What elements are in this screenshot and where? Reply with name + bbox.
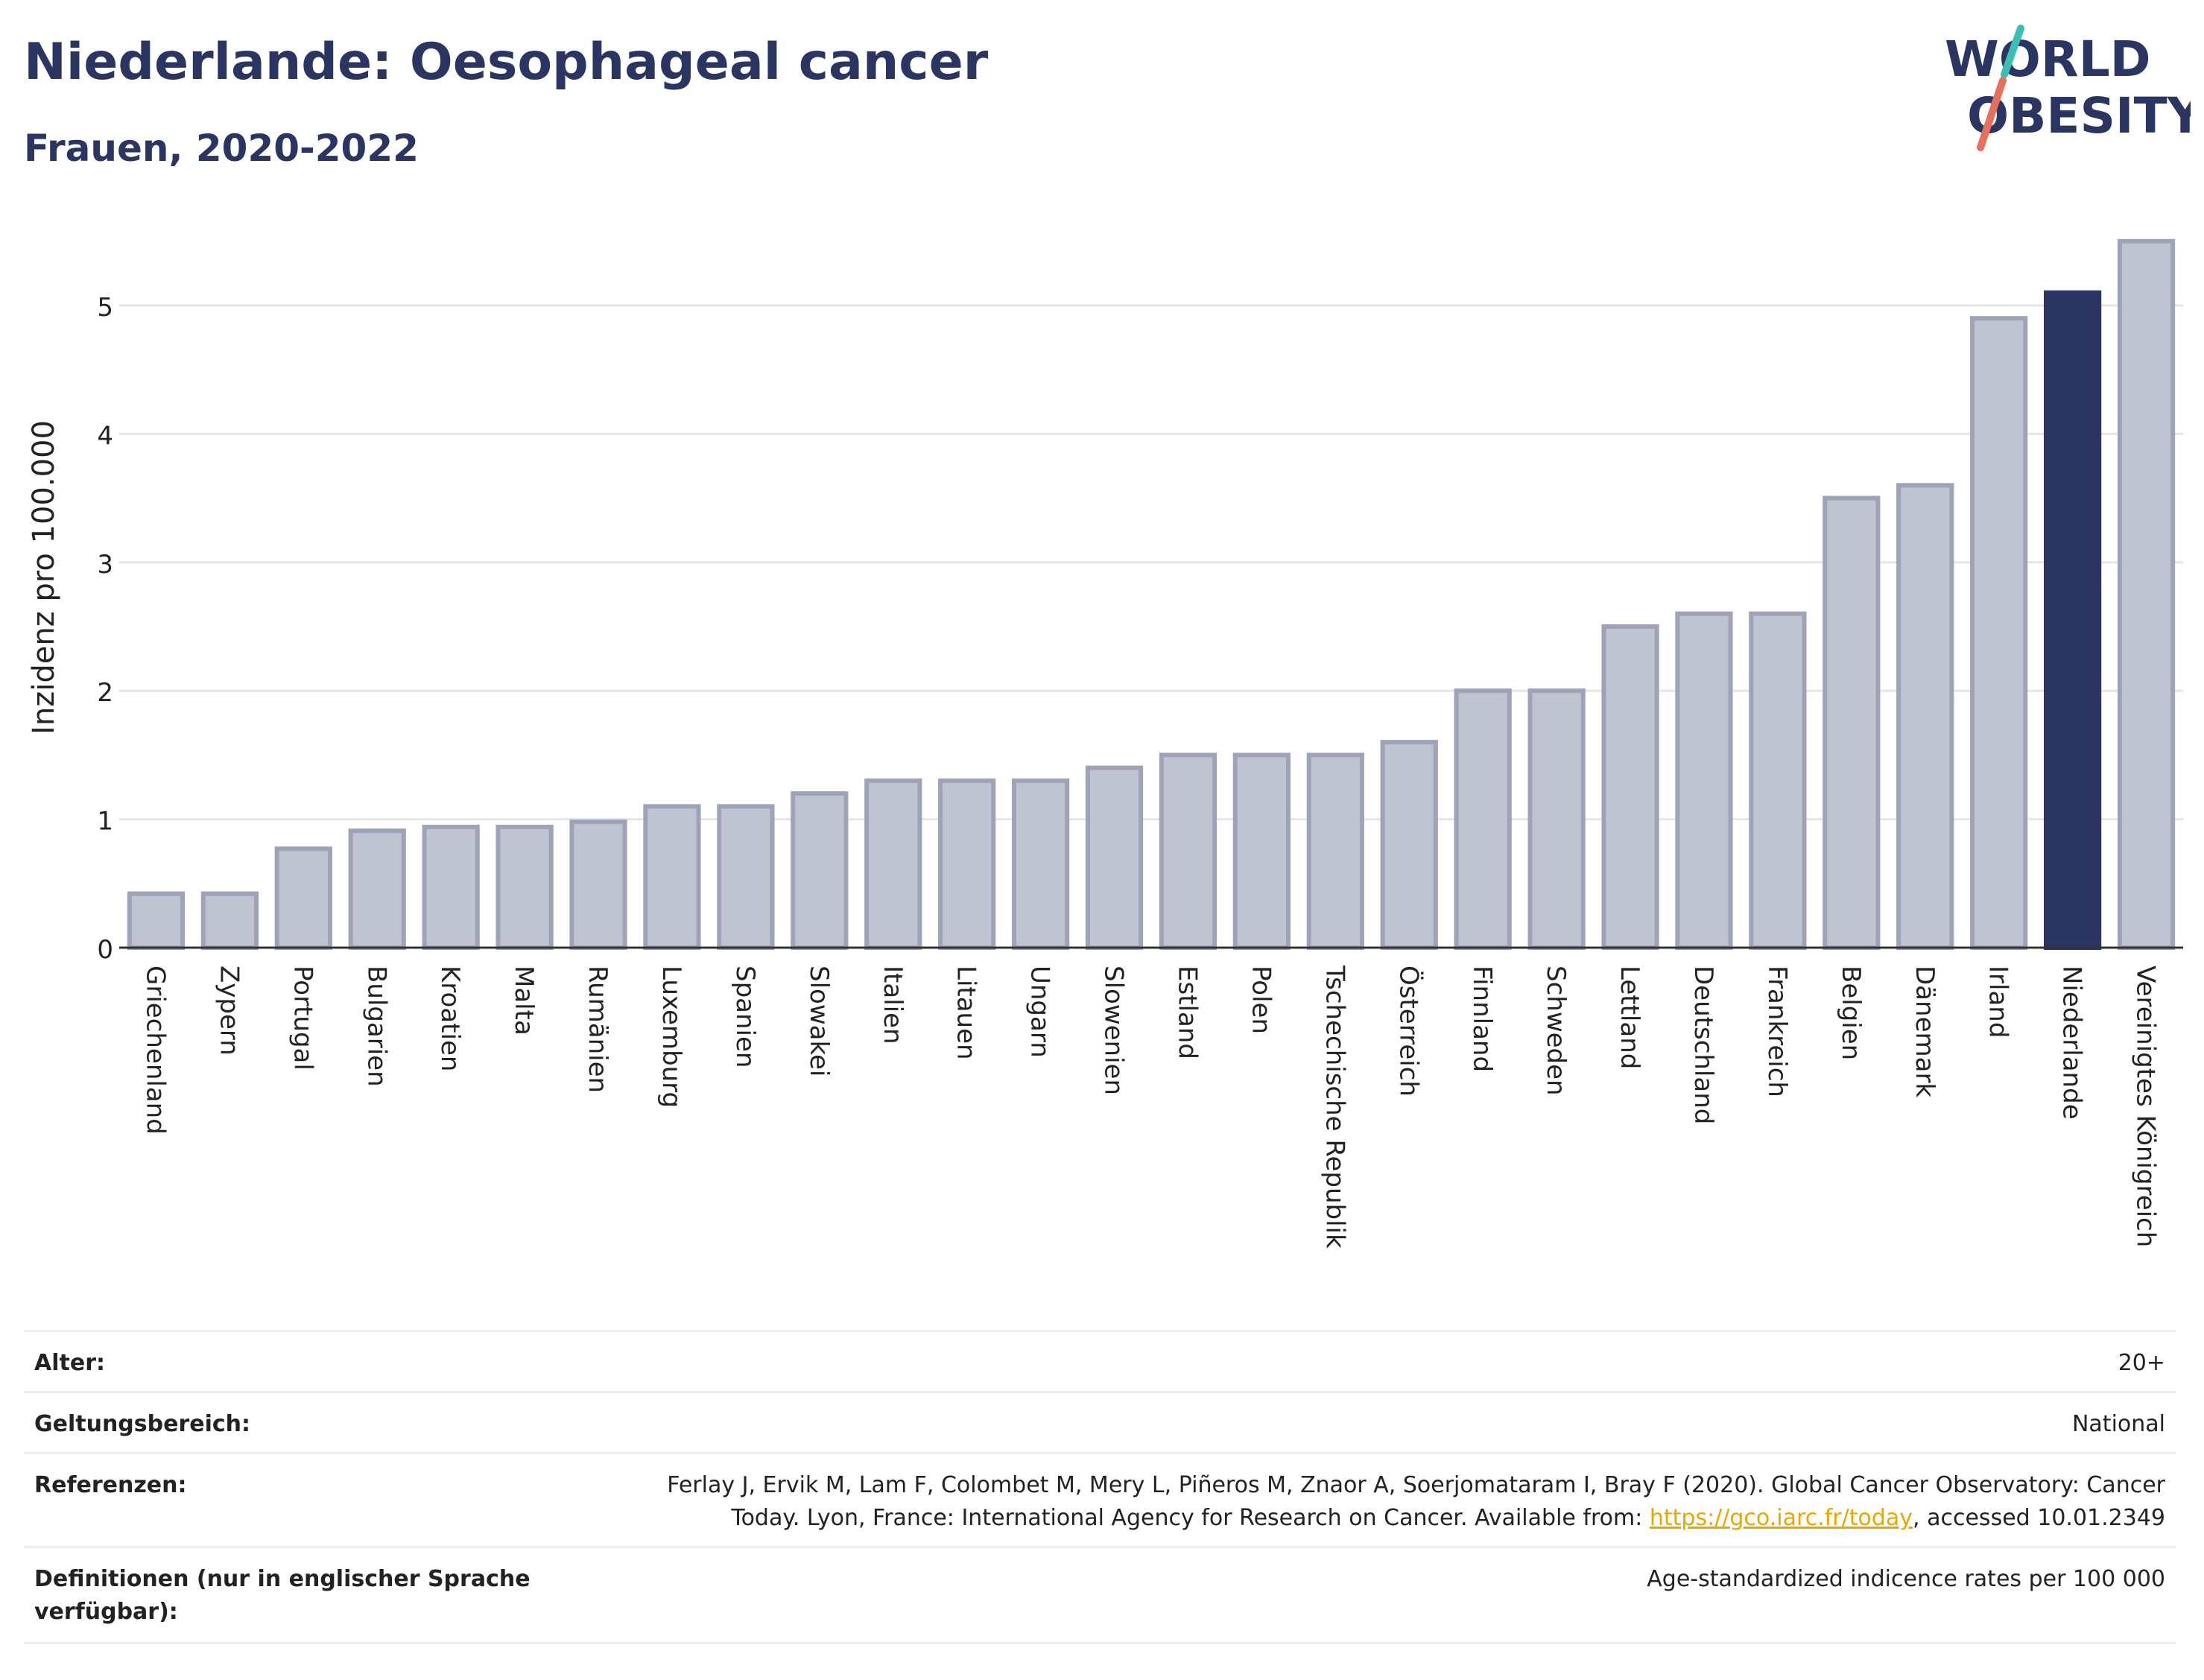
bar-slowakei [791,791,849,950]
bar-deutschland [1675,611,1733,950]
bar-lettland [1601,624,1659,950]
x-tick-label: Bulgarien [361,966,391,1087]
x-tick-label: Luxemburg [656,966,686,1108]
logo-slash-coral [1977,77,2007,151]
definitions-value: Age-standardized indicence rates per 100… [1647,1566,2165,1592]
scope-value: National [2071,1411,2165,1437]
x-tick-label: Estland [1172,966,1202,1059]
bar-frankreich [1749,611,1807,950]
y-tick-label: 5 [97,293,113,323]
references-link[interactable]: https://gco.iarc.fr/today [1649,1505,1913,1531]
bar-portugal [274,846,332,950]
x-tick-label: Lettland [1615,966,1644,1069]
bar-luxemburg [643,804,701,950]
bar-schweden [1527,688,1586,950]
x-tick-label: Tschechische Republik [1320,965,1349,1249]
bar-spanien [717,804,775,950]
bar-österreich [1380,740,1438,950]
bar-finnland [1454,688,1512,950]
x-tick-label: Finnland [1467,966,1497,1072]
references-line1: Ferlay J, Ervik M, Lam F, Colombet M, Me… [667,1472,2165,1498]
references-line2-text: Today. Lyon, France: International Agenc… [731,1505,1650,1531]
y-axis-label: Inzidenz pro 100.000 [27,420,61,735]
x-tick-label: Slowakei [804,966,834,1077]
meta-row-definitions: Definitionen (nur in englischer Sprache … [24,1546,2176,1644]
bar-polen [1232,752,1291,951]
chart-title: Niederlande: Oesophageal cancer [24,33,989,92]
y-tick-labels: 0 1 2 3 4 5 [97,293,113,965]
y-tick-label: 0 [97,935,113,965]
chart-subtitle: Frauen, 2020-2022 [24,127,419,170]
x-tick-label: Ungarn [1025,966,1055,1058]
bar-irland [1970,316,2028,950]
bar-chart: 0 1 2 3 4 5 Griechenland Zypern Portugal Bulgari… [27,238,2183,1249]
x-tick-label: Slowenien [1099,966,1129,1095]
x-tick-label: Spanien [730,966,760,1068]
x-tick-label: Niederlande [2057,966,2087,1120]
bar-rumänien [569,820,627,950]
x-tick-label: Deutschland [1688,966,1718,1124]
meta-row-scope: Geltungsbereich: National [24,1391,2176,1454]
logo-slash-teal [2001,25,2024,78]
x-tick-label: Belgien [1836,966,1866,1060]
y-tick-label: 2 [97,678,113,708]
bars [127,238,2176,951]
references-label: Referenzen: [34,1472,187,1498]
logo-line2: OBESITY [1967,87,2191,145]
bar-vereinigtes-königreich [2117,238,2176,950]
alter-value: 20+ [2118,1350,2165,1376]
x-tick-label: Griechenland [140,966,170,1135]
x-tick-label: Dänemark [1910,966,1939,1097]
x-tick-label: Malta [509,966,539,1036]
x-tick-label: Zypern [214,966,244,1056]
references-value: Ferlay J, Ervik M, Lam F, Colombet M, Me… [452,1469,2165,1535]
x-tick-label: Portugal [288,966,317,1071]
bar-ungarn [1011,778,1070,950]
y-tick-label: 3 [97,550,113,580]
x-tick-label: Österreich [1393,966,1424,1097]
references-line2: Today. Lyon, France: International Agenc… [452,1502,2165,1535]
bar-tschechische-republik [1306,752,1364,951]
x-tick-labels: Griechenland Zypern Portugal Bulgarien Kroat… [140,965,2160,1249]
alter-label: Alter: [34,1350,105,1376]
bar-malta [495,824,554,950]
x-tick-label: Irland [1983,966,2013,1038]
x-tick-label: Litauen [951,966,981,1060]
references-line2-suffix: , accessed 10.01.2349 [1913,1505,2165,1531]
bar-bulgarien [348,828,406,950]
bar-dänemark [1896,483,1954,950]
bar-italien [864,778,922,950]
bar-estland [1159,752,1217,951]
bar-litauen [938,778,996,950]
logo-line1: WORLD [1945,31,2151,88]
x-tick-label: Polen [1246,966,1276,1034]
definitions-label: Definitionen (nur in englischer Sprache … [34,1566,531,1625]
x-tick-label: Schweden [1541,966,1571,1096]
y-tick-label: 4 [97,421,113,451]
bar-griechenland [127,891,186,951]
x-tick-label: Rumänien [583,966,612,1093]
world-obesity-logo: WORLD OBESITY [1945,25,2191,151]
x-tick-label: Vereinigtes Königreich [2131,966,2161,1247]
bar-niederlande [2043,290,2102,950]
x-tick-label: Kroatien [435,966,465,1071]
meta-row-alter: Alter: 20+ [24,1330,2176,1393]
metadata-table: Alter: 20+ Geltungsbereich: National Ref… [24,1330,2176,1644]
bar-kroatien [422,824,480,950]
scope-label: Geltungsbereich: [34,1411,251,1437]
bar-belgien [1823,495,1881,950]
x-tick-label: Italien [878,966,908,1045]
meta-row-references: Referenzen: Ferlay J, Ervik M, Lam F, Co… [24,1452,2176,1548]
y-tick-label: 1 [97,807,113,837]
bar-slowenien [1085,765,1144,951]
bar-zypern [200,891,259,951]
x-tick-label: Frankreich [1762,966,1792,1097]
